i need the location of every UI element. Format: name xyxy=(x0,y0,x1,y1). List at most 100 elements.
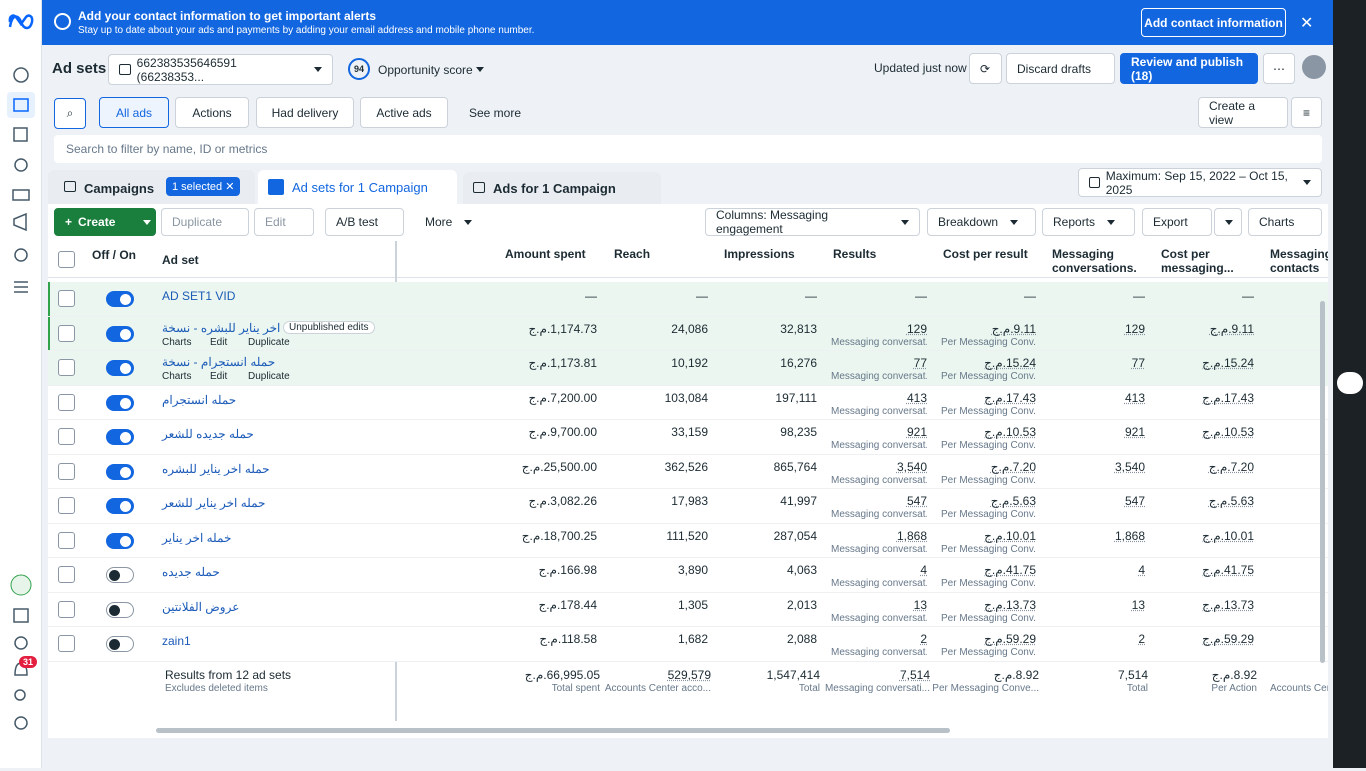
adset-name[interactable]: حمله جديده للشعر xyxy=(162,427,254,441)
ab-test-button[interactable]: A/B test xyxy=(325,208,404,236)
adset-name[interactable]: حمله اخر يناير للبشره - نسخة xyxy=(162,320,309,335)
toggle[interactable] xyxy=(106,463,134,480)
adsets-tab[interactable]: Ad sets for 1 Campaign xyxy=(258,170,457,205)
settings-button[interactable]: ≡ xyxy=(1291,97,1322,128)
row-checkbox[interactable] xyxy=(58,393,75,411)
toggle[interactable] xyxy=(106,360,134,376)
table-row[interactable]: حمله انستجرام - نسخة Charts Edit Duplicate ج… xyxy=(48,351,1328,386)
filter-chip[interactable]: See more xyxy=(455,97,535,128)
toggle[interactable] xyxy=(106,532,134,549)
table-row[interactable]: zain1 ج.م.118.58 1,682 2,088 2 Messaging conv… xyxy=(48,627,1328,662)
toggle[interactable] xyxy=(106,498,134,514)
row-checkbox[interactable] xyxy=(58,531,75,549)
row-checkbox[interactable] xyxy=(58,359,75,376)
duplicate-button[interactable]: Duplicate xyxy=(161,208,249,236)
column-header[interactable]: Results xyxy=(833,247,877,261)
account-selector[interactable]: 662383535646591 (66238353... xyxy=(108,54,333,85)
create-view-button[interactable]: Create a view xyxy=(1198,97,1288,128)
row-action[interactable]: Duplicate xyxy=(248,371,290,382)
table-row[interactable]: حمله جديده للشعر ج.م.9,700.00 33,159 98,235… xyxy=(48,420,1328,455)
reports-button[interactable]: Reports xyxy=(1042,208,1135,236)
nav-icon[interactable] xyxy=(13,212,27,232)
filter-chip[interactable]: Had delivery xyxy=(256,97,354,128)
row-action[interactable]: Duplicate xyxy=(248,336,290,348)
row-checkbox[interactable] xyxy=(58,324,75,342)
adset-name[interactable]: حمله جديده xyxy=(162,565,220,579)
v-scrollbar[interactable] xyxy=(1320,301,1325,663)
export-button[interactable]: Export xyxy=(1142,208,1212,236)
score-label[interactable]: Opportunity score xyxy=(378,63,473,77)
close-button[interactable]: ✕ xyxy=(1300,15,1314,32)
campaigns-tab[interactable]: Campaigns 1 selected ✕ xyxy=(48,170,255,204)
nav-icon[interactable] xyxy=(13,67,29,83)
toggle[interactable] xyxy=(106,291,134,307)
row-checkbox[interactable] xyxy=(58,428,75,445)
search-button[interactable]: ⌕ xyxy=(54,98,86,129)
export-caret[interactable] xyxy=(1214,208,1242,236)
column-header[interactable]: Messaging conversations... xyxy=(1052,247,1137,275)
column-header[interactable]: Off / On xyxy=(92,248,136,262)
nav-icon[interactable] xyxy=(12,189,30,201)
more-button[interactable]: ⋯ xyxy=(1263,53,1295,84)
column-header[interactable]: Messaging contacts xyxy=(1270,247,1328,275)
table-row[interactable]: حمله اخر يناير للبشره - نسخة Unpublished … xyxy=(48,316,1328,351)
edit-button[interactable]: Edit xyxy=(254,208,314,236)
row-checkbox[interactable] xyxy=(58,600,75,618)
adset-name[interactable]: خمله اخر يناير xyxy=(162,530,232,545)
table-row[interactable]: حمله جديده ج.م.166.98 3,890 4,063 4 Messaging… xyxy=(48,558,1328,593)
adset-name[interactable]: حمله انستجرام - نسخة xyxy=(162,355,276,369)
create-button[interactable]: + Create xyxy=(54,208,156,236)
help-icon[interactable] xyxy=(10,574,32,596)
add-contact-button[interactable]: Add contact information xyxy=(1141,8,1286,37)
table-row[interactable]: AD SET1 VID — — — — — — — xyxy=(48,282,1328,317)
discard-button[interactable]: Discard drafts xyxy=(1006,53,1115,84)
row-action[interactable]: Edit xyxy=(210,371,228,382)
rail-widget[interactable] xyxy=(1337,372,1363,394)
h-scrollbar[interactable] xyxy=(156,728,950,733)
nav-icon[interactable] xyxy=(13,608,29,623)
select-all[interactable] xyxy=(58,251,75,268)
nav-icon[interactable] xyxy=(14,281,28,293)
filter-chip[interactable]: All ads xyxy=(99,97,169,128)
toggle[interactable] xyxy=(106,325,134,342)
selected-chip[interactable]: 1 selected ✕ xyxy=(166,177,241,196)
refresh-button[interactable]: ⟳ xyxy=(969,53,1002,84)
column-header[interactable]: Ad set xyxy=(162,253,199,267)
nav-icon[interactable] xyxy=(14,158,28,172)
adset-name[interactable]: حمله انستجرام xyxy=(162,392,237,407)
row-checkbox[interactable] xyxy=(58,566,75,583)
column-header[interactable]: Reach xyxy=(614,247,651,261)
row-checkbox[interactable] xyxy=(58,635,75,652)
toggle[interactable] xyxy=(106,601,134,618)
nav-icon[interactable] xyxy=(13,127,28,142)
settings-icon[interactable] xyxy=(14,636,28,650)
date-picker[interactable]: Maximum: Sep 15, 2022 – Oct 15, 2025 xyxy=(1078,168,1322,197)
filter-chip[interactable]: Active ads xyxy=(360,97,448,128)
row-checkbox[interactable] xyxy=(58,290,75,307)
toggle[interactable] xyxy=(106,567,134,583)
more-menu[interactable]: More xyxy=(414,208,476,236)
table-row[interactable]: حمله انستجرام ج.م.7,200.00 103,084 197,111 4… xyxy=(48,385,1328,420)
toggle[interactable] xyxy=(106,636,134,652)
table-row[interactable]: خمله اخر يناير ج.م.18,700.25 111,520 287,05… xyxy=(48,523,1328,558)
row-action[interactable]: Charts xyxy=(162,336,192,348)
adset-name[interactable]: عروض الفلانتين xyxy=(162,599,240,614)
column-header[interactable]: Cost per result xyxy=(943,247,1028,261)
column-header[interactable]: Impressions xyxy=(724,247,795,261)
adset-name[interactable]: zain1 xyxy=(162,634,191,648)
nav-icon[interactable] xyxy=(14,248,28,262)
toggle[interactable] xyxy=(106,394,134,411)
charts-button[interactable]: Charts xyxy=(1248,208,1322,236)
bug-icon[interactable] xyxy=(14,716,28,730)
columns-button[interactable]: Columns: Messaging engagement xyxy=(705,208,920,236)
search-input[interactable]: Search to filter by name, ID or metrics xyxy=(54,135,1322,163)
row-action[interactable]: Charts xyxy=(162,371,192,382)
table-row[interactable]: عروض الفلانتين ج.م.178.44 1,305 2,013 13 Mess… xyxy=(48,592,1328,627)
publish-button[interactable]: Review and publish (18) xyxy=(1120,53,1258,84)
adset-name[interactable]: حمله اخر يناير للبشره xyxy=(162,461,270,476)
column-header[interactable]: Amount spent xyxy=(505,247,586,261)
toggle[interactable] xyxy=(106,429,134,445)
table-row[interactable]: حمله اخر يناير للشعر ج.م.3,082.26 17,983 41… xyxy=(48,489,1328,524)
adset-name[interactable]: AD SET1 VID xyxy=(162,289,236,303)
meta-logo[interactable] xyxy=(8,14,34,30)
